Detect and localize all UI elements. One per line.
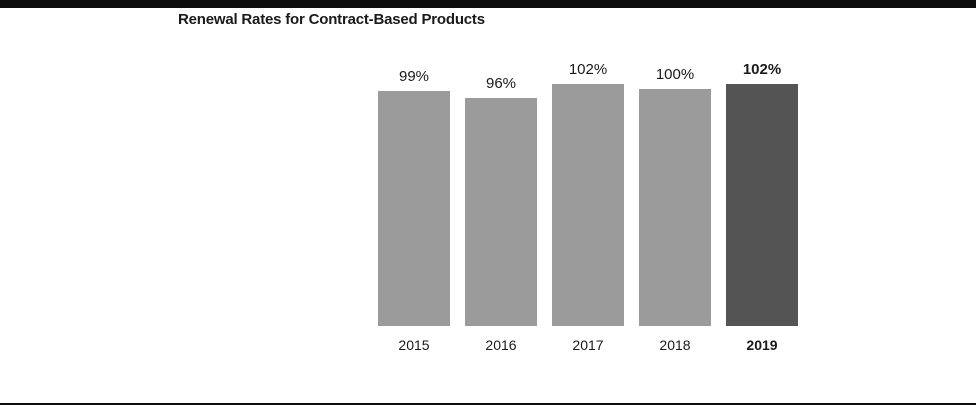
bar	[726, 84, 798, 326]
bar-category-label: 2019	[746, 337, 778, 353]
bar	[552, 84, 624, 326]
bar	[639, 89, 711, 326]
bar-value-label: 102%	[742, 61, 782, 78]
bar-chart: 99% 2015 96% 2016 102% 2017 100% 2018 102% 2019	[378, 62, 798, 352]
bar-group: 99% 2015	[378, 62, 450, 352]
bar-value-label: 96%	[485, 75, 517, 92]
top-divider-rule	[0, 0, 976, 8]
bar-category-label: 2018	[659, 337, 691, 353]
bar	[465, 98, 537, 326]
bar-category-label: 2016	[485, 337, 517, 353]
bar-value-label: 99%	[398, 68, 430, 85]
bar-value-label: 102%	[568, 61, 608, 78]
bar-group: 100% 2018	[639, 62, 711, 352]
chart-title: Renewal Rates for Contract-Based Product…	[178, 11, 485, 28]
bar-group: 102% 2019	[726, 62, 798, 352]
bar-category-label: 2017	[572, 337, 604, 353]
bar-group: 96% 2016	[465, 62, 537, 352]
bar	[378, 91, 450, 326]
bottom-divider-rule	[0, 403, 976, 405]
bar-group: 102% 2017	[552, 62, 624, 352]
bar-category-label: 2015	[398, 337, 430, 353]
bar-value-label: 100%	[655, 66, 695, 83]
